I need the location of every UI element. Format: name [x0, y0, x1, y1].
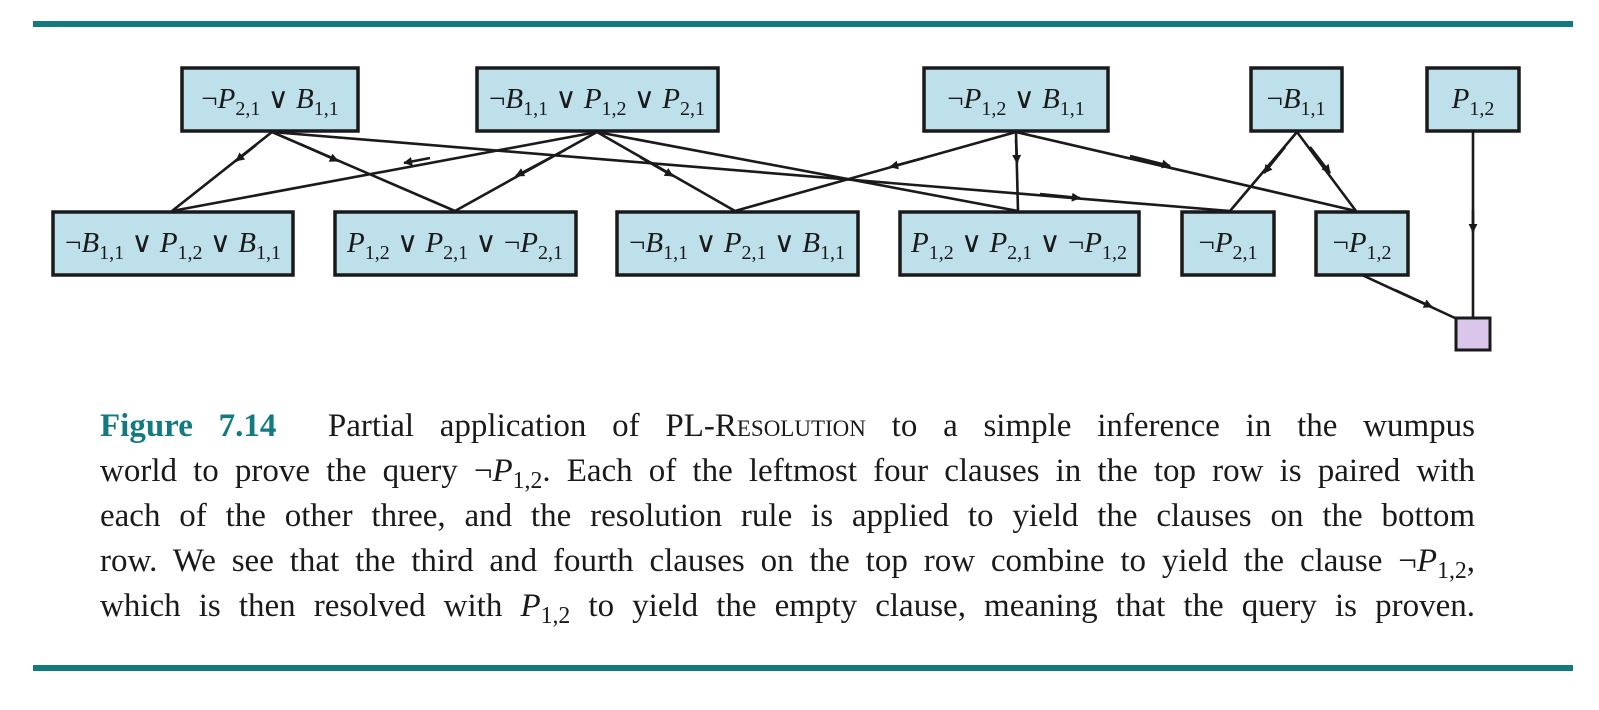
arrowhead — [889, 156, 925, 170]
clause-node: ¬P2,1 ∨ B1,1 — [180, 66, 360, 133]
resolution-edges — [171, 130, 1478, 320]
svg-text:¬P2,1 ∨ B1,1: ¬P2,1 ∨ B1,1 — [201, 83, 339, 120]
arrowhead — [299, 142, 339, 163]
edge — [1229, 131, 1298, 212]
figure-label: Figure 7.14 — [100, 408, 277, 444]
svg-text:¬P1,2: ¬P1,2 — [1332, 227, 1391, 264]
edge — [271, 130, 1231, 213]
clause-node: ¬B1,1 ∨ P1,2 ∨ P2,1 — [475, 66, 720, 133]
arrowhead — [1308, 146, 1332, 174]
svg-text:¬B1,1 ∨ P2,1 ∨ B1,1: ¬B1,1 ∨ P2,1 ∨ B1,1 — [629, 227, 845, 264]
clause-node: ¬P2,1 — [1180, 210, 1276, 277]
arrowhead — [1012, 139, 1022, 164]
arrowhead — [1129, 154, 1171, 169]
bottom-rule — [33, 665, 1573, 671]
arrowhead — [639, 155, 674, 178]
clause-node: ¬B1,1 — [1249, 66, 1344, 133]
arrowhead — [1394, 288, 1433, 309]
caption-line-5: which is then resolved with P1,2 to yiel… — [100, 588, 1475, 630]
arrowhead — [515, 148, 566, 178]
edge — [171, 130, 273, 213]
clause-node: ¬B1,1 ∨ P1,2 ∨ B1,1 — [51, 210, 295, 277]
clause-node: P1,2 ∨ P2,1 ∨ ¬P2,1 — [333, 210, 578, 277]
edge — [1015, 130, 1357, 213]
clause-node: P1,2 ∨ P2,1 ∨ ¬P1,2 — [898, 210, 1141, 277]
arrowhead — [403, 156, 431, 166]
figure-caption: Figure 7.14 Partial application of PL-Re… — [100, 404, 1475, 629]
svg-text:¬B1,1 ∨ P1,2 ∨ B1,1: ¬B1,1 ∨ P1,2 ∨ B1,1 — [65, 227, 281, 264]
edge — [171, 130, 598, 213]
top-rule — [33, 21, 1573, 27]
bottom-row: ¬B1,1 ∨ P1,2 ∨ B1,1 P1,2 ∨ P2,1 ∨ ¬P2,1 … — [51, 210, 1410, 277]
arrowhead — [1039, 192, 1081, 202]
edge — [734, 130, 1017, 213]
arrowhead — [1262, 146, 1287, 174]
resolution-diagram: ¬P2,1 ∨ B1,1 ¬B1,1 ∨ P1,2 ∨ P2,1 ¬P1,2 ∨… — [51, 66, 1521, 352]
arrowhead — [235, 143, 257, 163]
svg-text:¬B1,1 ∨ P1,2 ∨ P2,1: ¬B1,1 ∨ P1,2 ∨ P2,1 — [489, 83, 705, 120]
clause-node: ¬B1,1 ∨ P2,1 ∨ B1,1 — [615, 210, 860, 277]
caption-line-1: Figure 7.14 Partial application of PL-Re… — [100, 408, 1475, 444]
edge — [596, 130, 1019, 213]
top-row: ¬P2,1 ∨ B1,1 ¬B1,1 ∨ P1,2 ∨ P2,1 ¬P1,2 ∨… — [180, 66, 1521, 133]
empty-clause-node — [1454, 316, 1492, 352]
clause-node: P1,2 — [1425, 66, 1521, 133]
clause-node: ¬P1,2 — [1314, 210, 1410, 277]
clause-node: ¬P1,2 ∨ B1,1 — [922, 66, 1110, 133]
caption-line-3: each of the other three, and the resolut… — [100, 498, 1475, 534]
caption-line-2: world to prove the query ¬P1,2. Each of … — [100, 453, 1475, 495]
caption-line-4: row. We see that the third and fourth cl… — [100, 543, 1475, 585]
